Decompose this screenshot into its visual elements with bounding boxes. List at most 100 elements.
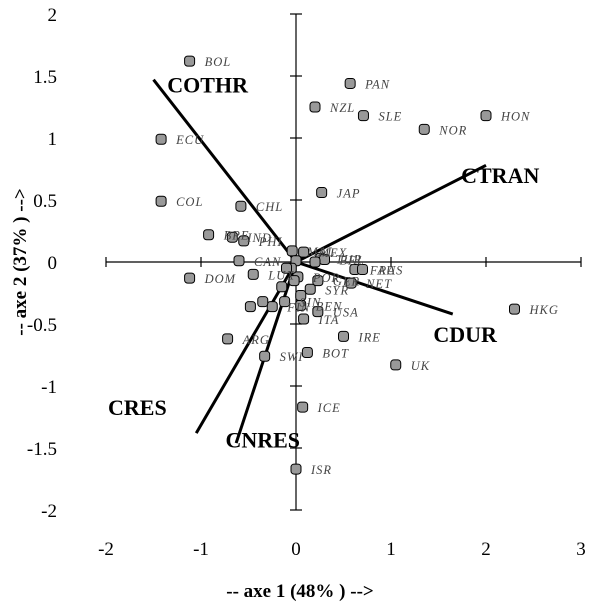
- vector-label: CDUR: [433, 322, 498, 347]
- point-label: BEL: [340, 254, 365, 268]
- vector-label: CTRAN: [461, 163, 539, 188]
- data-point: [301, 347, 313, 359]
- vector-ctran: [295, 163, 487, 264]
- point-label: NZL: [329, 101, 355, 115]
- data-point: [357, 263, 368, 275]
- y-tick-label: 0: [48, 253, 58, 274]
- data-point: [295, 289, 307, 301]
- point-label: JAP: [337, 187, 361, 201]
- data-point: [155, 133, 167, 145]
- data-point: [312, 275, 324, 287]
- point-label: ISR: [310, 463, 332, 477]
- point-label: NOR: [438, 123, 467, 137]
- x-tick-label: -2: [98, 539, 114, 560]
- chart-text: -2 -1 0 1 2 3 -2 -1.5 -1 -0.5 0 0.5 1 1.5 2 -- axe 1 (4…: [10, 5, 586, 602]
- point-label: PHI: [258, 235, 283, 249]
- vector-label: COTHR: [167, 73, 249, 98]
- point-label: AUS: [377, 263, 404, 277]
- point-label: DOM: [204, 272, 236, 286]
- x-tick-label: 2: [481, 539, 491, 560]
- data-point: [235, 200, 247, 212]
- y-tick-label: -1.5: [27, 439, 57, 460]
- point-label: POR: [312, 271, 340, 285]
- point-label: BEN: [316, 299, 343, 313]
- y-tick-label: -2: [41, 501, 57, 522]
- data-point: [304, 283, 316, 295]
- data-point: [259, 350, 271, 362]
- point-label: HON: [500, 110, 530, 124]
- data-point: [509, 303, 520, 315]
- point-label: MAL: [306, 245, 335, 259]
- data-point: [390, 359, 402, 371]
- x-tick-label: 3: [576, 539, 586, 560]
- data-point: [344, 77, 356, 89]
- data-point: [266, 301, 278, 313]
- data-point: [279, 296, 291, 308]
- data-point: [309, 101, 321, 113]
- point-label: HKG: [529, 303, 559, 317]
- point-label: NET: [365, 277, 392, 291]
- data-point: [184, 272, 196, 284]
- data-point: [281, 262, 292, 274]
- point-label: IND: [246, 231, 272, 245]
- data-point: [357, 110, 369, 122]
- point-label: LUX: [267, 268, 295, 282]
- data-point: [290, 463, 302, 475]
- point-label: SIN: [300, 296, 322, 310]
- point-label: BOT: [322, 347, 349, 361]
- data-point: [418, 123, 430, 135]
- data-point: [203, 229, 215, 241]
- point-label: FRA: [369, 263, 396, 277]
- point-label: TUR: [336, 252, 363, 266]
- data-point: [286, 245, 298, 257]
- point-label: UK: [411, 359, 430, 373]
- data-point: [309, 256, 321, 268]
- point-label: CAN: [254, 255, 281, 269]
- point-label: ARG: [242, 333, 270, 347]
- y-tick-label: 1.5: [33, 67, 57, 88]
- point-label: SLE: [378, 110, 402, 124]
- x-tick-label: 0: [291, 539, 301, 560]
- point-label: ECU: [175, 133, 204, 147]
- data-point: [480, 110, 492, 122]
- point-label: SWI: [280, 350, 304, 364]
- data-point: [226, 231, 238, 243]
- data-point: [238, 235, 250, 247]
- data-point: [297, 401, 309, 413]
- point-label: MEX: [318, 246, 348, 260]
- y-tick-label: 0.5: [33, 191, 57, 212]
- data-points: [155, 55, 520, 475]
- point-label: FIN: [286, 301, 310, 315]
- data-point: [222, 333, 234, 345]
- vector-cothr: [152, 78, 298, 263]
- data-point: [247, 268, 259, 280]
- point-label: CHL: [256, 200, 283, 214]
- point-label: COL: [176, 195, 203, 209]
- x-tick-label: -1: [193, 539, 209, 560]
- point-label: ITA: [318, 313, 340, 327]
- data-point: [298, 246, 310, 258]
- y-tick-label: -0.5: [27, 315, 57, 336]
- data-point: [298, 313, 310, 325]
- vector-label: CNRES: [225, 427, 300, 452]
- data-point: [338, 330, 349, 342]
- y-axis-title: -- axe 2 (37% ) -->: [10, 188, 31, 335]
- data-point: [316, 187, 328, 199]
- vector-label: CRES: [108, 395, 167, 420]
- point-label: GER: [333, 275, 360, 289]
- point-label: IRE: [358, 330, 381, 344]
- x-axis-title: -- axe 1 (48% ) -->: [226, 581, 373, 602]
- data-point: [233, 255, 245, 267]
- vector-cdur: [295, 260, 454, 316]
- point-label: PAN: [364, 77, 390, 91]
- point-label: BOL: [205, 55, 232, 69]
- x-tick-label: 1: [386, 539, 396, 560]
- data-point: [288, 275, 300, 287]
- data-point: [184, 55, 196, 67]
- data-point: [244, 301, 256, 313]
- data-point: [257, 296, 269, 308]
- data-point: [276, 281, 288, 293]
- y-tick-label: -1: [41, 377, 57, 398]
- y-tick-label: 2: [48, 5, 58, 26]
